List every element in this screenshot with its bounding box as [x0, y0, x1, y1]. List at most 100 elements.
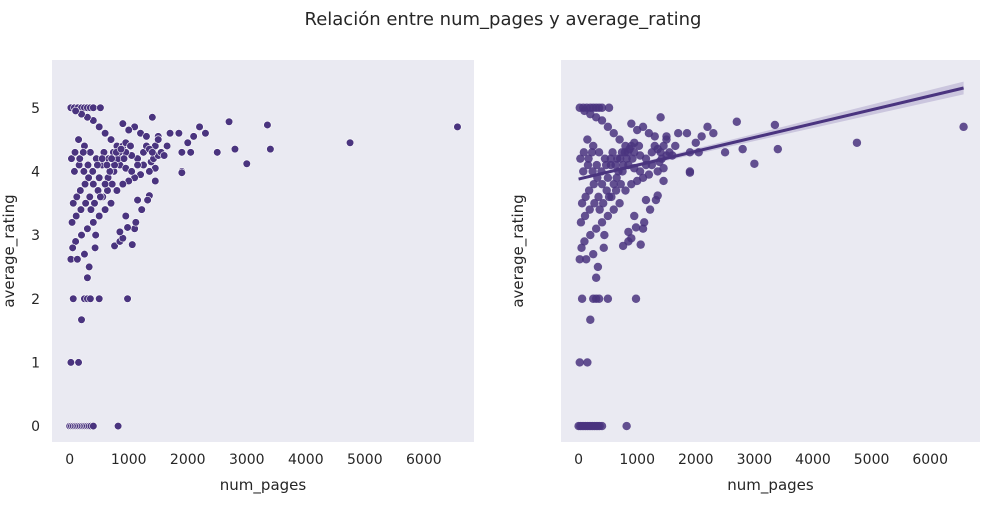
data-point	[627, 179, 636, 189]
data-point	[575, 255, 584, 264]
data-point	[86, 205, 96, 214]
data-point	[230, 145, 240, 154]
data-point	[186, 148, 195, 157]
data-point	[95, 173, 104, 182]
data-point	[145, 167, 154, 176]
data-point	[720, 148, 730, 157]
data-point	[137, 205, 146, 214]
data-point	[177, 168, 186, 177]
data-point	[79, 167, 88, 176]
data-point	[70, 167, 79, 176]
data-point	[595, 205, 604, 214]
data-point	[127, 167, 136, 176]
data-point	[609, 129, 618, 138]
data-point	[86, 294, 95, 303]
data-point	[86, 148, 95, 157]
y-axis-label: average_rating	[509, 194, 528, 307]
data-point	[107, 154, 116, 163]
data-point	[102, 160, 111, 170]
y-tick-label: 3	[31, 228, 40, 244]
data-point	[90, 199, 99, 208]
data-point	[85, 262, 94, 272]
data-point	[98, 154, 107, 163]
x-tick-label: 5000	[347, 452, 383, 468]
x-tick-label: 4000	[795, 452, 831, 468]
data-point	[74, 358, 83, 367]
data-point	[659, 176, 668, 186]
data-point	[83, 160, 93, 170]
data-point	[96, 103, 105, 112]
data-point	[83, 224, 92, 233]
data-point	[116, 145, 126, 154]
data-point	[709, 129, 718, 138]
axes-right: 0 1000 2000 3000 4000 5000 6000 num_pages averag…	[509, 60, 980, 495]
data-point	[597, 421, 607, 431]
data-point	[674, 129, 683, 138]
data-point	[609, 179, 618, 189]
data-point	[143, 195, 152, 205]
data-point	[631, 294, 641, 303]
data-point	[685, 168, 695, 177]
data-point	[577, 243, 586, 253]
data-point	[133, 160, 142, 170]
data-point	[177, 148, 186, 157]
data-point	[118, 180, 127, 189]
y-tick-label: 4	[31, 164, 40, 180]
data-point	[622, 154, 631, 163]
data-point	[75, 154, 84, 163]
data-point	[67, 218, 77, 227]
data-point	[586, 315, 595, 324]
data-point	[641, 195, 651, 205]
data-point	[577, 294, 587, 303]
data-point	[603, 122, 613, 132]
data-point	[601, 160, 611, 170]
data-point	[83, 273, 92, 282]
x-axis-label: num_pages	[220, 476, 307, 495]
data-point	[263, 120, 272, 130]
axes-left: 0 1000 2000 3000 4000 5000 6000 0 1 2 3 4 5 num_pages…	[0, 60, 474, 495]
data-point	[615, 154, 625, 163]
data-point	[656, 113, 665, 122]
data-point	[615, 199, 624, 208]
data-point	[126, 141, 135, 151]
data-point	[852, 138, 862, 147]
data-point	[612, 173, 621, 182]
data-point	[602, 186, 611, 195]
data-point	[580, 237, 589, 246]
data-point	[576, 218, 586, 227]
x-tick-label: 6000	[912, 452, 948, 468]
data-point	[68, 243, 77, 252]
data-point	[589, 141, 598, 151]
data-point	[588, 167, 597, 176]
data-point	[95, 122, 104, 131]
data-point	[579, 148, 589, 157]
data-point	[627, 234, 636, 243]
data-point	[608, 148, 617, 157]
data-point	[106, 135, 116, 144]
data-point	[606, 154, 616, 163]
data-point	[590, 199, 599, 208]
data-point	[77, 315, 86, 324]
data-point	[738, 144, 747, 154]
data-point	[580, 106, 589, 116]
data-point	[74, 135, 83, 144]
data-point	[213, 148, 222, 157]
data-point	[110, 241, 119, 251]
data-point	[597, 218, 607, 227]
data-point	[77, 230, 86, 240]
data-point	[583, 358, 592, 367]
data-point	[576, 154, 585, 163]
x-axis-label: num_pages	[727, 476, 814, 495]
x-tick-label: 5000	[854, 452, 890, 468]
x-tick-label: 3000	[229, 452, 265, 468]
data-point	[631, 223, 641, 232]
data-point	[575, 358, 584, 367]
data-point	[90, 243, 100, 252]
data-point	[592, 160, 601, 170]
data-point	[697, 132, 706, 141]
data-point	[112, 186, 122, 195]
data-point	[591, 224, 601, 233]
data-point	[101, 180, 110, 189]
data-point	[154, 135, 163, 144]
data-point	[625, 144, 634, 154]
